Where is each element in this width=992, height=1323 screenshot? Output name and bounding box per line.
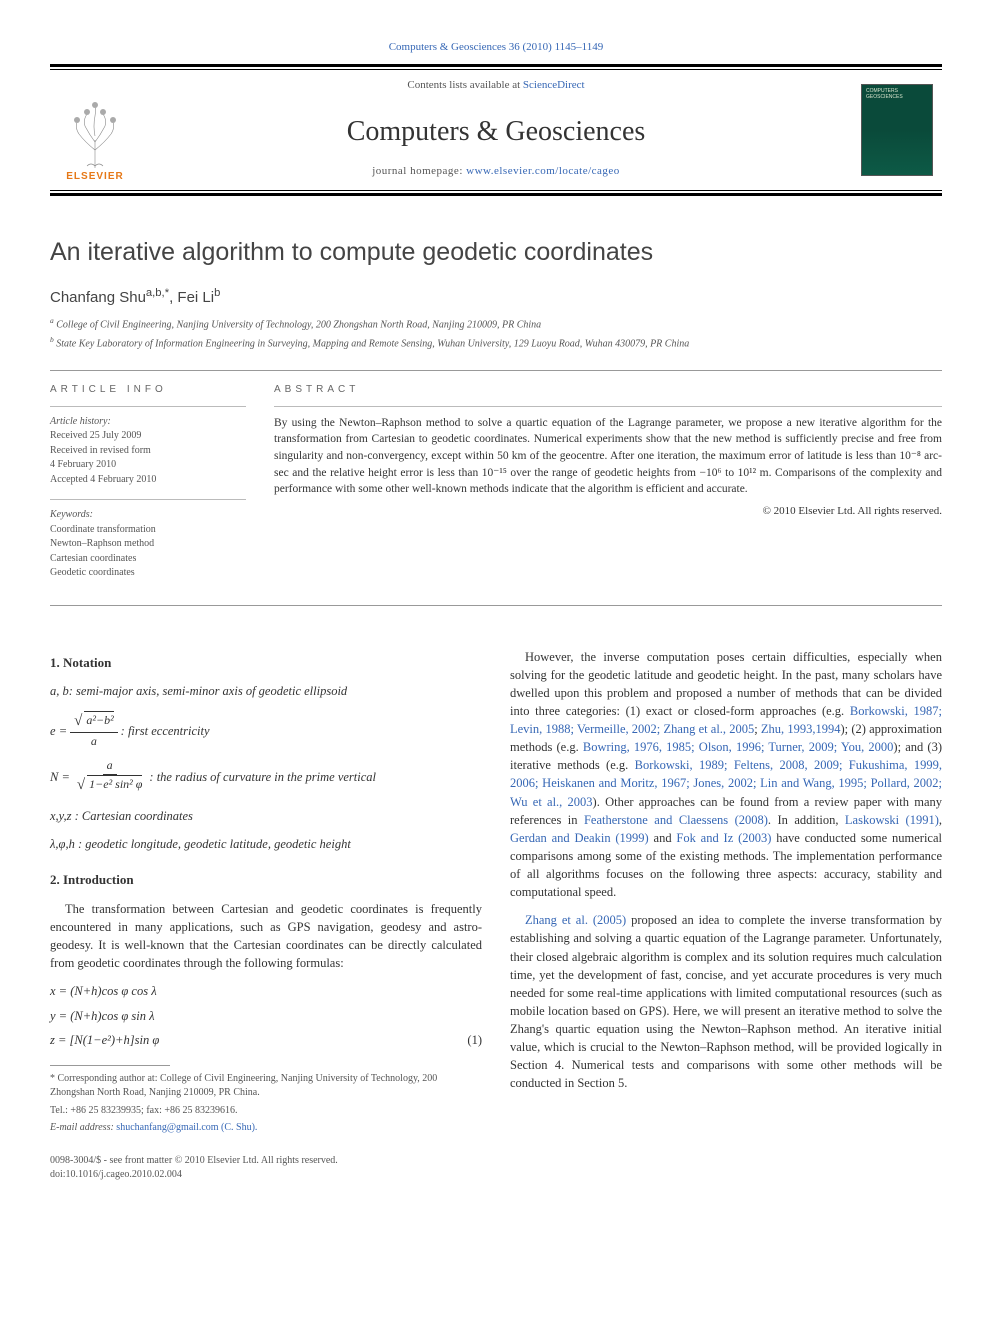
article-info-block: ARTICLE INFO Article history: Received 2…: [50, 371, 260, 605]
footnote-email-label: E-mail address:: [50, 1122, 114, 1133]
notation-lph-text: λ,φ,h : geodetic longitude, geodetic lat…: [50, 837, 351, 851]
intro-para3: Zhang et al. (2005) proposed an idea to …: [510, 911, 942, 1092]
author-1: Chanfang Shu: [50, 289, 146, 306]
affiliation-a: a College of Civil Engineering, Nanjing …: [50, 316, 942, 333]
eq-eccentricity-suffix: : first eccentricity: [121, 722, 210, 740]
p2h: and: [649, 831, 677, 845]
eq1-line1: x = (N+h)cos φ cos λ: [50, 982, 482, 1000]
history-line-0: Received 25 July 2009: [50, 430, 141, 441]
abstract-text: By using the Newton–Raphson method to so…: [274, 415, 942, 498]
footnote-separator: [50, 1065, 170, 1066]
contents-line: Contents lists available at ScienceDirec…: [146, 78, 846, 94]
body-columns: 1. Notation a, b: semi-major axis, semi-…: [50, 648, 942, 1183]
abstract-label: ABSTRACT: [274, 383, 942, 398]
journal-header-center: Contents lists available at ScienceDirec…: [140, 70, 852, 190]
journal-citation-link[interactable]: Computers & Geosciences 36 (2010) 1145–1…: [389, 41, 604, 53]
ref7[interactable]: Gerdan and Deakin (1999): [510, 831, 649, 845]
history-line-2: 4 February 2010: [50, 459, 116, 470]
p3b: proposed an idea to complete the inverse…: [510, 913, 942, 1090]
keywords-label: Keywords:: [50, 509, 93, 520]
affil-marker-b: b: [50, 335, 54, 344]
journal-cover-thumb: COMPUTERS GEOSCIENCES: [852, 70, 942, 190]
eq1-line1-text: x = (N+h)cos φ cos λ: [50, 982, 157, 1000]
journal-citation: Computers & Geosciences 36 (2010) 1145–1…: [50, 40, 942, 56]
eq-prime-vertical-suffix: : the radius of curvature in the prime v…: [149, 768, 376, 786]
footnote-email-link[interactable]: shuchanfang@gmail.com (C. Shu).: [116, 1122, 257, 1133]
footnote-corr: * Corresponding author at: College of Ci…: [50, 1072, 482, 1101]
authors: Chanfang Shua,b,*, Fei Lib: [50, 285, 942, 309]
keywords-rule: [50, 499, 246, 500]
history-line-1: Received in revised form: [50, 445, 151, 456]
doi-block: 0098-3004/$ - see front matter © 2010 El…: [50, 1154, 482, 1183]
eq-eccentricity: e = √a²−b² a : first eccentricity: [50, 711, 482, 751]
article-info-rule: [50, 406, 246, 407]
keywords-block: Keywords: Coordinate transformation Newt…: [50, 508, 246, 581]
abstract-copyright: © 2010 Elsevier Ltd. All rights reserved…: [274, 504, 942, 520]
column-right: However, the inverse computation poses c…: [510, 648, 942, 1183]
author-2: , Fei Li: [169, 289, 214, 306]
notation-ab-text: a, b: semi-major axis, semi-minor axis o…: [50, 684, 347, 698]
ref3[interactable]: Bowring, 1976, 1985; Olson, 1996; Turner…: [583, 740, 894, 754]
ref2[interactable]: Zhu, 1993,1994: [761, 722, 841, 736]
keyword-3: Geodetic coordinates: [50, 567, 135, 578]
author-1-affil-sup: a,b,: [146, 287, 165, 299]
keyword-0: Coordinate transformation: [50, 524, 156, 535]
notation-lph: λ,φ,h : geodetic longitude, geodetic lat…: [50, 835, 482, 853]
ref9[interactable]: Zhang et al. (2005): [525, 913, 626, 927]
intro-para1: The transformation between Cartesian and…: [50, 900, 482, 973]
eq1-number: (1): [159, 1031, 482, 1049]
sciencedirect-link[interactable]: ScienceDirect: [523, 79, 585, 91]
doi-line: doi:10.1016/j.cageo.2010.02.004: [50, 1168, 482, 1183]
elsevier-tree-icon: [65, 100, 125, 170]
history-label: Article history:: [50, 416, 111, 427]
journal-title: Computers & Geosciences: [146, 112, 846, 153]
column-left: 1. Notation a, b: semi-major axis, semi-…: [50, 648, 482, 1183]
eq1-line3: z = [N(1−e²)+h]sin φ (1): [50, 1031, 482, 1049]
article-title: An iterative algorithm to compute geodet…: [50, 234, 942, 270]
footnote-email: E-mail address: shuchanfang@gmail.com (C…: [50, 1121, 482, 1136]
affiliation-b: b State Key Laboratory of Information En…: [50, 335, 942, 352]
eq1-line2: y = (N+h)cos φ sin λ: [50, 1007, 482, 1025]
issn-line: 0098-3004/$ - see front matter © 2010 El…: [50, 1154, 482, 1169]
intro-para2: However, the inverse computation poses c…: [510, 648, 942, 902]
homepage-link[interactable]: www.elsevier.com/locate/cageo: [466, 165, 620, 177]
journal-header: ELSEVIER Contents lists available at Sci…: [50, 69, 942, 191]
eq1-line3-text: z = [N(1−e²)+h]sin φ: [50, 1031, 159, 1049]
rule-bottom-thick: [50, 193, 942, 196]
ref5[interactable]: Featherstone and Claessens (2008): [584, 813, 768, 827]
history-line-3: Accepted 4 February 2010: [50, 474, 156, 485]
abstract-rule: [274, 406, 942, 407]
keyword-2: Cartesian coordinates: [50, 553, 136, 564]
eq-prime-vertical: N = a √1−e² sin² φ : the radius of curva…: [50, 757, 482, 797]
ref6[interactable]: Laskowski (1991): [845, 813, 939, 827]
notation-xyz-text: x,y,z : Cartesian coordinates: [50, 809, 193, 823]
p2f: . In addition,: [768, 813, 845, 827]
article-info-label: ARTICLE INFO: [50, 383, 246, 398]
rule-top-thick: [50, 64, 942, 67]
eq1-line2-text: y = (N+h)cos φ sin λ: [50, 1007, 155, 1025]
article-history: Article history: Received 25 July 2009 R…: [50, 415, 246, 488]
notation-xyz: x,y,z : Cartesian coordinates: [50, 807, 482, 825]
journal-cover-image: COMPUTERS GEOSCIENCES: [861, 84, 933, 176]
homepage-line: journal homepage: www.elsevier.com/locat…: [146, 164, 846, 180]
affil-marker-a: a: [50, 316, 54, 325]
footnote-tel: Tel.: +86 25 83239935; fax: +86 25 83239…: [50, 1104, 482, 1119]
notation-ab: a, b: semi-major axis, semi-minor axis o…: [50, 682, 482, 700]
abstract-block: ABSTRACT By using the Newton–Raphson met…: [260, 371, 942, 605]
publisher-logo-text: ELSEVIER: [66, 170, 123, 185]
contents-prefix: Contents lists available at: [407, 79, 522, 91]
cover-text-2: GEOSCIENCES: [866, 95, 928, 101]
affil-text-a: College of Civil Engineering, Nanjing Un…: [56, 320, 541, 331]
ref8[interactable]: Fok and Iz (2003): [676, 831, 771, 845]
keyword-1: Newton–Raphson method: [50, 538, 154, 549]
affil-text-b: State Key Laboratory of Information Engi…: [56, 339, 689, 350]
notation-heading: 1. Notation: [50, 654, 482, 673]
publisher-logo: ELSEVIER: [50, 70, 140, 190]
meta-row: ARTICLE INFO Article history: Received 2…: [50, 370, 942, 606]
p2g: ,: [939, 813, 942, 827]
homepage-prefix: journal homepage:: [372, 165, 466, 177]
author-2-affil-sup: b: [214, 287, 220, 299]
p2b: ;: [754, 722, 761, 736]
intro-heading: 2. Introduction: [50, 871, 482, 890]
